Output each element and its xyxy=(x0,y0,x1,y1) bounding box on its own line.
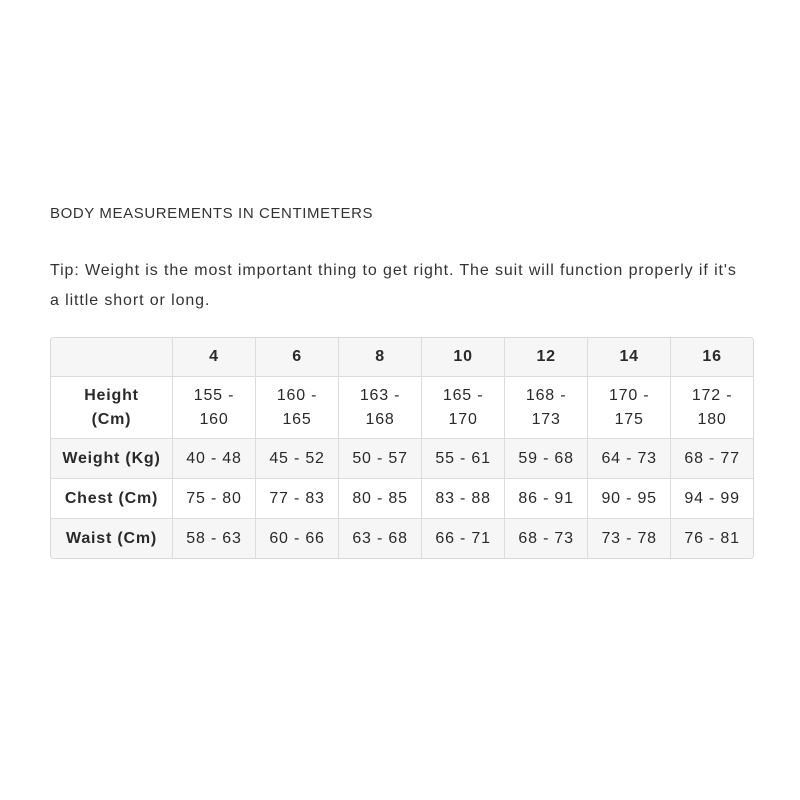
page-title: BODY MEASUREMENTS IN CENTIMETERS xyxy=(50,205,374,222)
measurement-cell: 73 - 78 xyxy=(588,519,672,558)
size-header: 4 xyxy=(173,338,257,377)
measurement-cell: 172 -180 xyxy=(671,377,753,439)
size-header: 6 xyxy=(256,338,340,377)
size-header: 16 xyxy=(671,338,753,377)
measurement-cell: 165 -170 xyxy=(422,377,506,439)
measurement-cell: 68 - 77 xyxy=(671,439,753,479)
header-row: 4 6 8 10 12 14 16 xyxy=(51,338,753,377)
measurement-cell: 168 -173 xyxy=(505,377,589,439)
table-row: Chest (Cm) 75 - 80 77 - 83 80 - 85 83 - 88 86… xyxy=(51,479,753,519)
measurement-cell: 76 - 81 xyxy=(671,519,753,558)
tip-text: Tip: Weight is the most important thing … xyxy=(50,262,737,309)
measurement-cell: 58 - 63 xyxy=(173,519,257,558)
measurement-cell: 68 - 73 xyxy=(505,519,589,558)
measurement-cell: 63 - 68 xyxy=(339,519,423,558)
measurement-cell: 94 - 99 xyxy=(671,479,753,519)
size-header: 10 xyxy=(422,338,506,377)
measurement-cell: 80 - 85 xyxy=(339,479,423,519)
measurement-cell: 86 - 91 xyxy=(505,479,589,519)
table-row: Waist (Cm) 58 - 63 60 - 66 63 - 68 66 - 71 68… xyxy=(51,519,753,558)
measurement-cell: 50 - 57 xyxy=(339,439,423,479)
row-label: Waist (Cm) xyxy=(51,519,173,558)
size-header: 8 xyxy=(339,338,423,377)
size-header: 12 xyxy=(505,338,589,377)
row-label: Weight (Kg) xyxy=(51,439,173,479)
measurement-cell: 40 - 48 xyxy=(173,439,257,479)
measurement-cell: 90 - 95 xyxy=(588,479,672,519)
table-row: Height (Cm) 155 -160 160 -165 163 -168 165 -1… xyxy=(51,377,753,439)
row-label: Chest (Cm) xyxy=(51,479,173,519)
measurement-cell: 66 - 71 xyxy=(422,519,506,558)
row-label: Height (Cm) xyxy=(51,377,173,439)
size-header: 14 xyxy=(588,338,672,377)
measurement-cell: 75 - 80 xyxy=(173,479,257,519)
measurement-cell: 155 -160 xyxy=(173,377,257,439)
measurement-cell: 55 - 61 xyxy=(422,439,506,479)
measurement-cell: 59 - 68 xyxy=(505,439,589,479)
measurement-cell: 60 - 66 xyxy=(256,519,340,558)
measurement-cell: 83 - 88 xyxy=(422,479,506,519)
measurement-cell: 64 - 73 xyxy=(588,439,672,479)
measurement-cell: 163 -168 xyxy=(339,377,423,439)
table-row: Weight (Kg) 40 - 48 45 - 52 50 - 57 55 - 61 5… xyxy=(51,439,753,479)
measurement-cell: 77 - 83 xyxy=(256,479,340,519)
measurement-cell: 160 -165 xyxy=(256,377,340,439)
size-chart-table: 4 6 8 10 12 14 16 Height (Cm) 155 -160 160 -165 16… xyxy=(50,337,754,559)
measurement-cell: 170 -175 xyxy=(588,377,672,439)
measurement-cell: 45 - 52 xyxy=(256,439,340,479)
header-corner-cell xyxy=(51,338,173,377)
